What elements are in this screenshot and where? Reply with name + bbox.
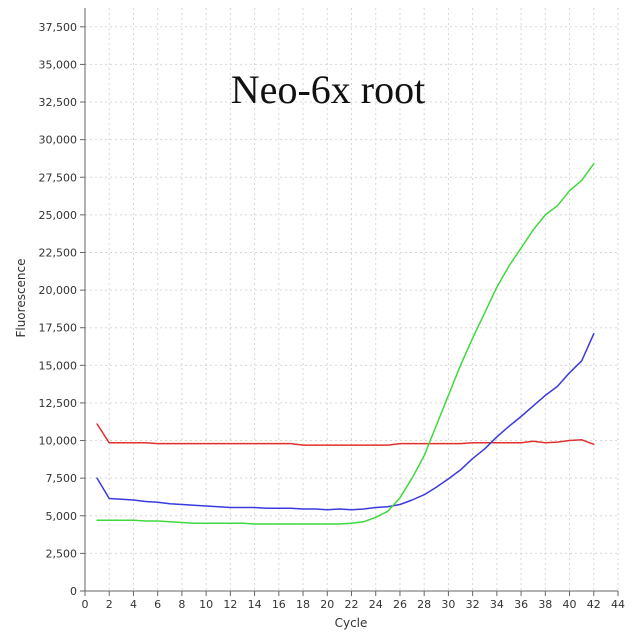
x-axis-title: Cycle bbox=[335, 616, 368, 630]
y-tick-label: 32,500 bbox=[39, 96, 78, 109]
x-tick-label: 6 bbox=[154, 598, 161, 611]
x-tick-label: 32 bbox=[466, 598, 480, 611]
x-tick-label: 24 bbox=[369, 598, 383, 611]
y-tick-label: 30,000 bbox=[39, 134, 78, 147]
y-tick-label: 17,500 bbox=[39, 322, 78, 335]
x-tick-label: 10 bbox=[199, 598, 213, 611]
y-tick-label: 27,500 bbox=[39, 171, 78, 184]
x-tick-label: 12 bbox=[223, 598, 237, 611]
y-tick-label: 25,000 bbox=[39, 209, 78, 222]
x-tick-label: 26 bbox=[393, 598, 407, 611]
series-line-1 bbox=[96, 423, 595, 446]
x-tick-label: 30 bbox=[441, 598, 455, 611]
x-tick-label: 4 bbox=[130, 598, 137, 611]
x-tick-label: 22 bbox=[345, 598, 359, 611]
chart-title: Neo-6x root bbox=[231, 67, 425, 112]
axes: 0 2,500 5,000 7,500 10,000 12,500 15,000 17,500… bbox=[39, 8, 625, 611]
y-tick-label: 10,000 bbox=[39, 435, 78, 448]
series-line-2 bbox=[96, 332, 595, 511]
series-line-3 bbox=[96, 162, 595, 525]
x-tick-label: 36 bbox=[514, 598, 528, 611]
x-tick-label: 42 bbox=[587, 598, 601, 611]
y-tick-label: 5,000 bbox=[46, 510, 78, 523]
y-tick-label: 35,000 bbox=[39, 58, 78, 71]
x-tick-label: 20 bbox=[320, 598, 334, 611]
x-tick-label: 38 bbox=[538, 598, 552, 611]
x-tick-label: 34 bbox=[490, 598, 504, 611]
y-tick-label: 15,000 bbox=[39, 359, 78, 372]
x-tick-label: 0 bbox=[82, 598, 89, 611]
y-tick-label: 20,000 bbox=[39, 284, 78, 297]
y-tick-label: 37,500 bbox=[39, 21, 78, 34]
x-tick-label: 14 bbox=[248, 598, 262, 611]
x-tick-label: 40 bbox=[563, 598, 577, 611]
y-axis-title: Fluorescence bbox=[14, 258, 28, 337]
y-tick-label: 2,500 bbox=[46, 547, 78, 560]
series-layer bbox=[96, 162, 595, 525]
y-tick-label: 0 bbox=[70, 585, 77, 598]
grid bbox=[85, 8, 619, 591]
y-tick-label: 7,500 bbox=[46, 472, 78, 485]
x-tick-label: 44 bbox=[611, 598, 625, 611]
y-tick-label: 22,500 bbox=[39, 246, 78, 259]
x-tick-label: 2 bbox=[106, 598, 113, 611]
x-tick-label: 28 bbox=[417, 598, 431, 611]
x-tick-label: 16 bbox=[272, 598, 286, 611]
x-tick-label: 8 bbox=[178, 598, 185, 611]
y-tick-label: 12,500 bbox=[39, 397, 78, 410]
x-tick-label: 18 bbox=[296, 598, 310, 611]
